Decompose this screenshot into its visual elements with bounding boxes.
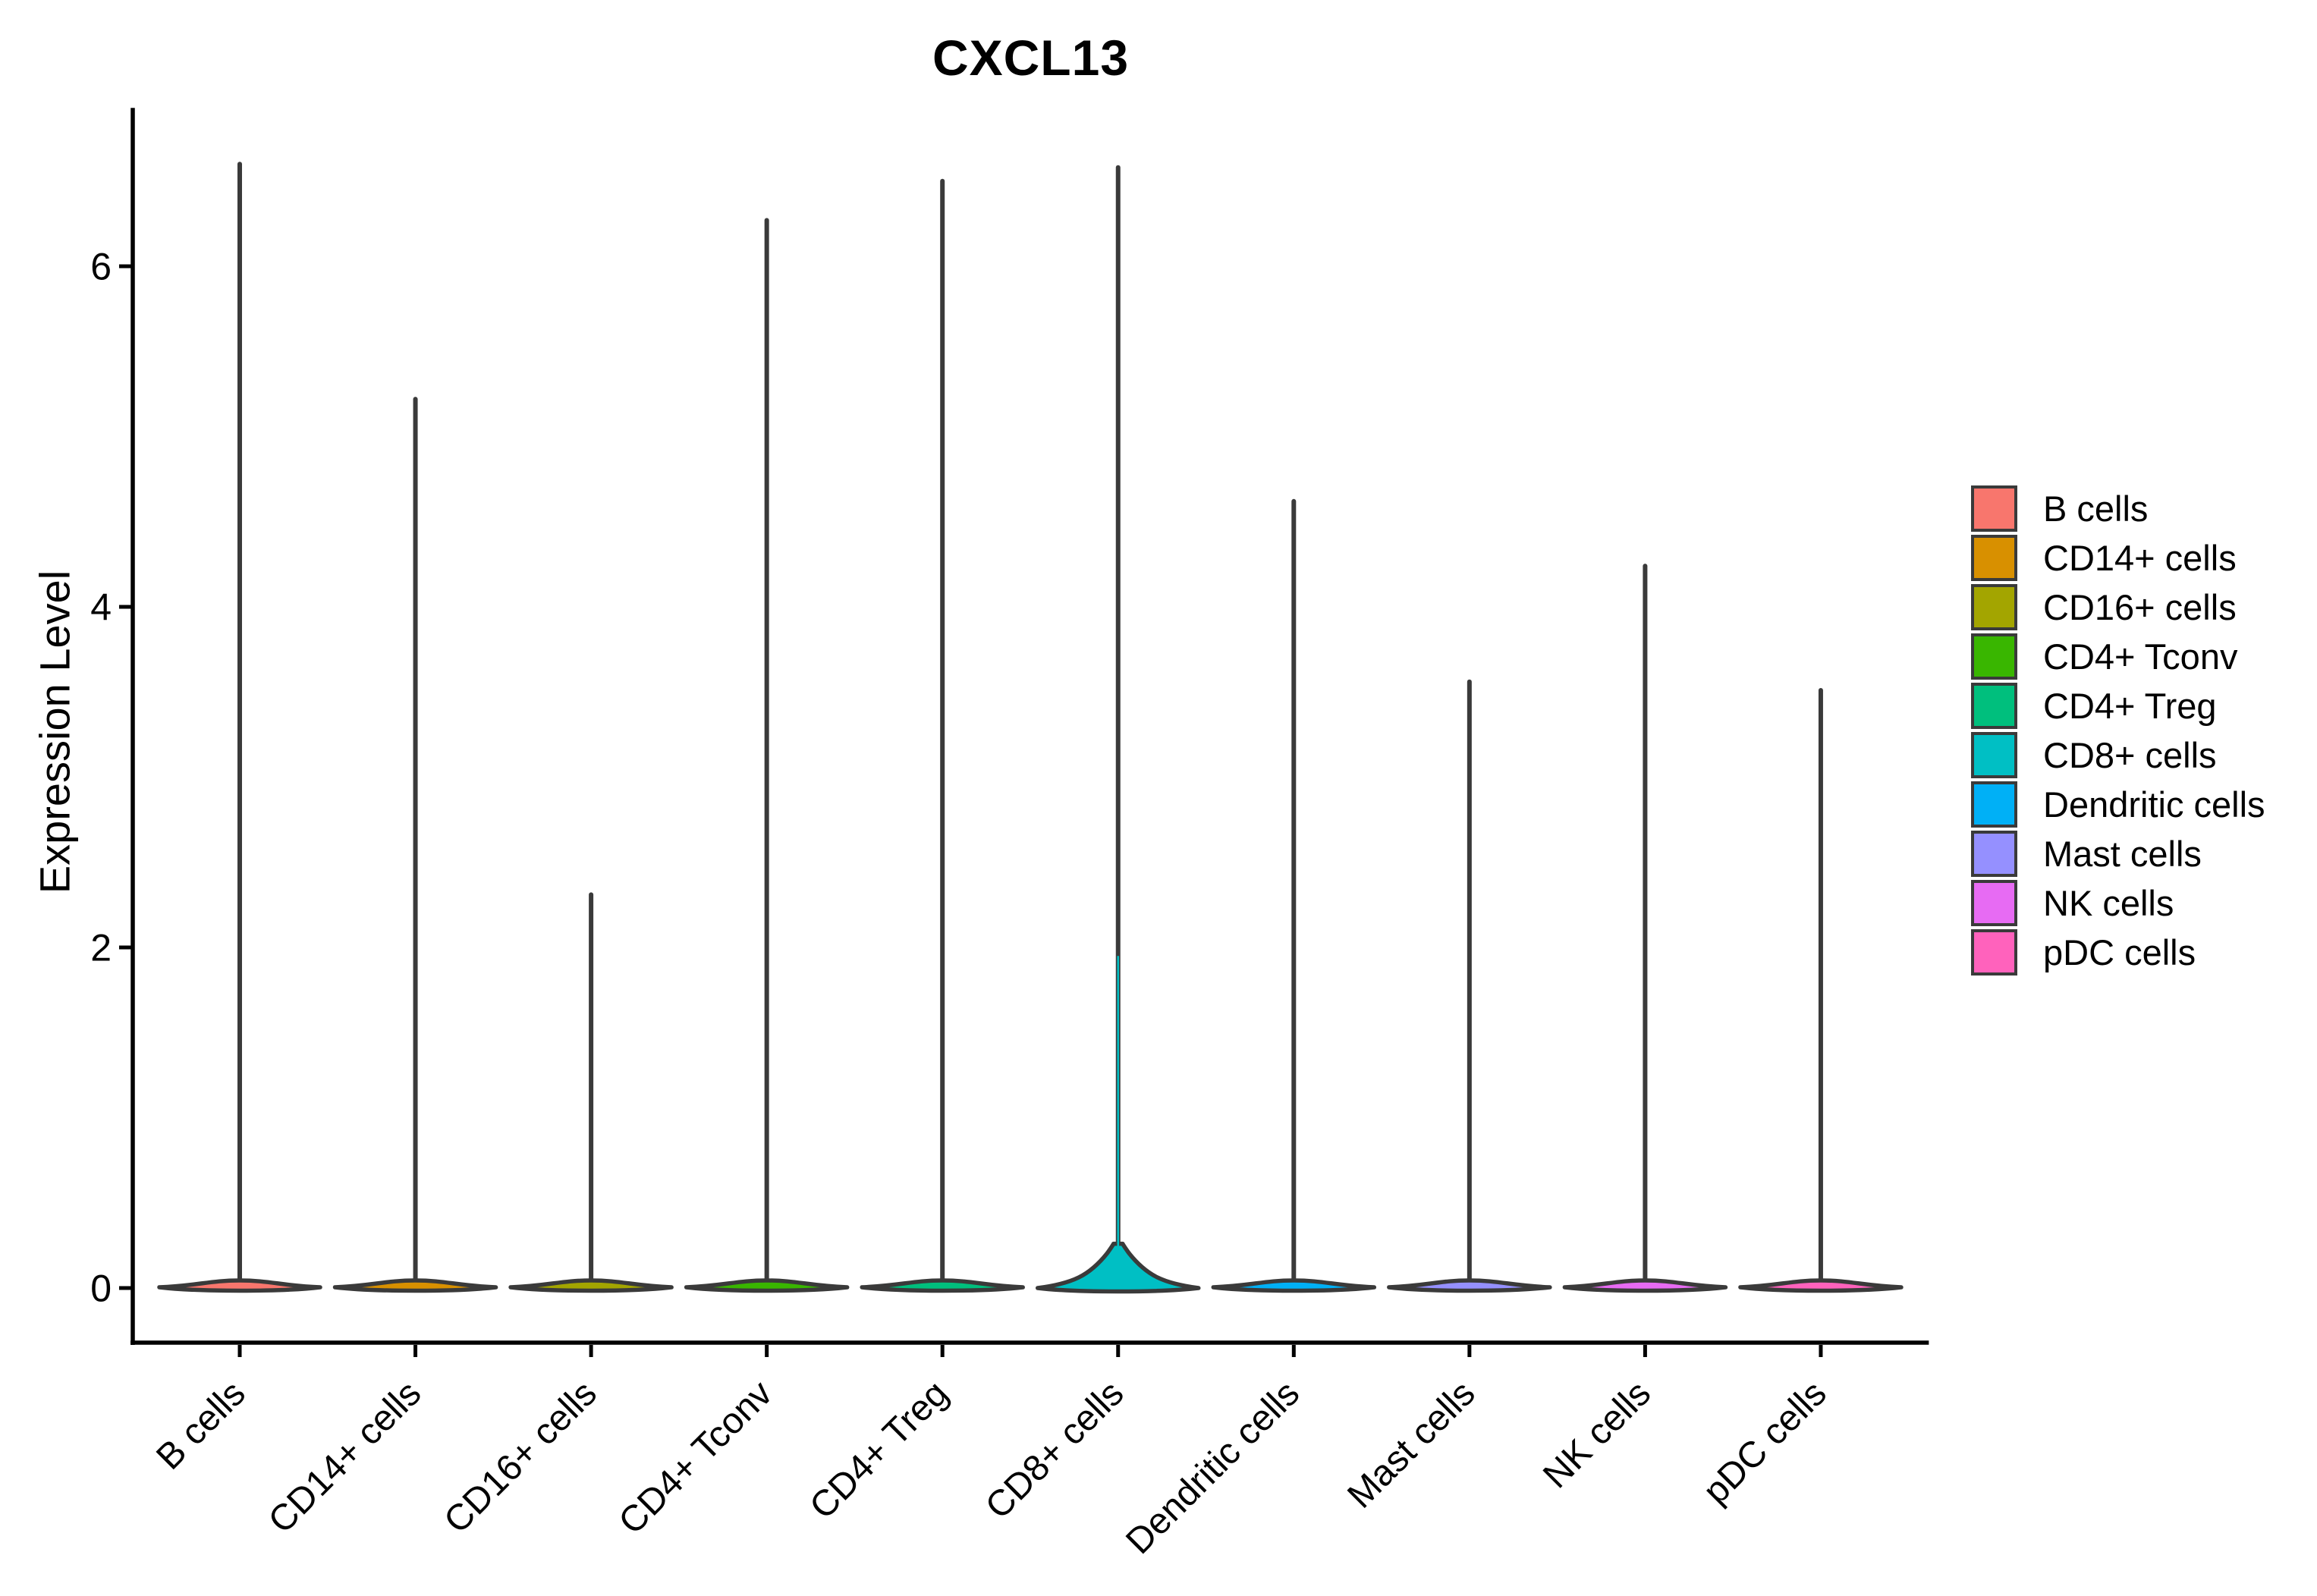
legend: B cells CD14+ cells CD16+ cells CD4+ Tconv C… bbox=[1971, 485, 2265, 979]
legend-label: CD14+ cells bbox=[2043, 538, 2237, 578]
x-tick-label: CD4+ Tconv bbox=[611, 1373, 781, 1542]
legend-item: CD4+ Tconv bbox=[1971, 633, 2265, 680]
violin-body bbox=[1387, 1278, 1552, 1293]
x-tick-label: NK cells bbox=[1536, 1373, 1658, 1496]
y-tick-label: 0 bbox=[90, 1268, 112, 1310]
legend-swatch bbox=[1971, 732, 2017, 778]
legend-swatch bbox=[1971, 929, 2017, 976]
violin-body bbox=[1562, 1278, 1728, 1293]
x-tick-label: Dendritic cells bbox=[1118, 1373, 1307, 1562]
x-tick-label: B cells bbox=[149, 1373, 253, 1477]
legend-item: CD14+ cells bbox=[1971, 535, 2265, 581]
x-tick-label: CD16+ cells bbox=[436, 1373, 604, 1541]
y-tick-label: 4 bbox=[90, 586, 112, 629]
violin-body bbox=[332, 1278, 498, 1293]
legend-swatch bbox=[1971, 584, 2017, 630]
legend-item: B cells bbox=[1971, 485, 2265, 532]
legend-item: pDC cells bbox=[1971, 929, 2265, 976]
violin-body bbox=[157, 1278, 322, 1293]
x-tick-label: CD4+ Treg bbox=[802, 1373, 956, 1527]
legend-label: pDC cells bbox=[2043, 932, 2196, 972]
legend-swatch bbox=[1971, 781, 2017, 828]
legend-swatch bbox=[1971, 485, 2017, 532]
legend-label: Mast cells bbox=[2043, 834, 2202, 874]
legend-label: CD16+ cells bbox=[2043, 587, 2237, 627]
x-tick-label: CD8+ cells bbox=[978, 1373, 1132, 1527]
violin-body bbox=[1211, 1278, 1377, 1293]
violin-body bbox=[684, 1278, 850, 1293]
legend-item: CD8+ cells bbox=[1971, 732, 2265, 778]
legend-swatch bbox=[1971, 683, 2017, 729]
legend-item: Mast cells bbox=[1971, 831, 2265, 877]
legend-label: NK cells bbox=[2043, 883, 2174, 923]
legend-label: CD4+ Treg bbox=[2043, 686, 2217, 726]
legend-swatch bbox=[1971, 880, 2017, 926]
legend-item: Dendritic cells bbox=[1971, 781, 2265, 828]
legend-label: CD4+ Tconv bbox=[2043, 636, 2238, 677]
y-tick-label: 6 bbox=[90, 246, 112, 288]
violin-body bbox=[508, 1278, 674, 1293]
x-tick-label: CD14+ cells bbox=[261, 1373, 429, 1541]
y-tick-label: 2 bbox=[90, 927, 112, 969]
legend-swatch bbox=[1971, 831, 2017, 877]
legend-label: CD8+ cells bbox=[2043, 735, 2217, 775]
legend-swatch bbox=[1971, 633, 2017, 680]
x-tick-label: pDC cells bbox=[1696, 1373, 1834, 1512]
legend-item: CD16+ cells bbox=[1971, 584, 2265, 630]
violin-body bbox=[1738, 1278, 1904, 1293]
legend-swatch bbox=[1971, 535, 2017, 581]
violin-body bbox=[1036, 1241, 1201, 1294]
legend-item: CD4+ Treg bbox=[1971, 683, 2265, 729]
legend-item: NK cells bbox=[1971, 880, 2265, 926]
x-tick-label: Mast cells bbox=[1340, 1373, 1482, 1516]
legend-label: B cells bbox=[2043, 489, 2149, 529]
chart-title: CXCL13 bbox=[932, 30, 1130, 86]
violin-body bbox=[860, 1278, 1025, 1293]
legend-label: Dendritic cells bbox=[2043, 784, 2265, 825]
